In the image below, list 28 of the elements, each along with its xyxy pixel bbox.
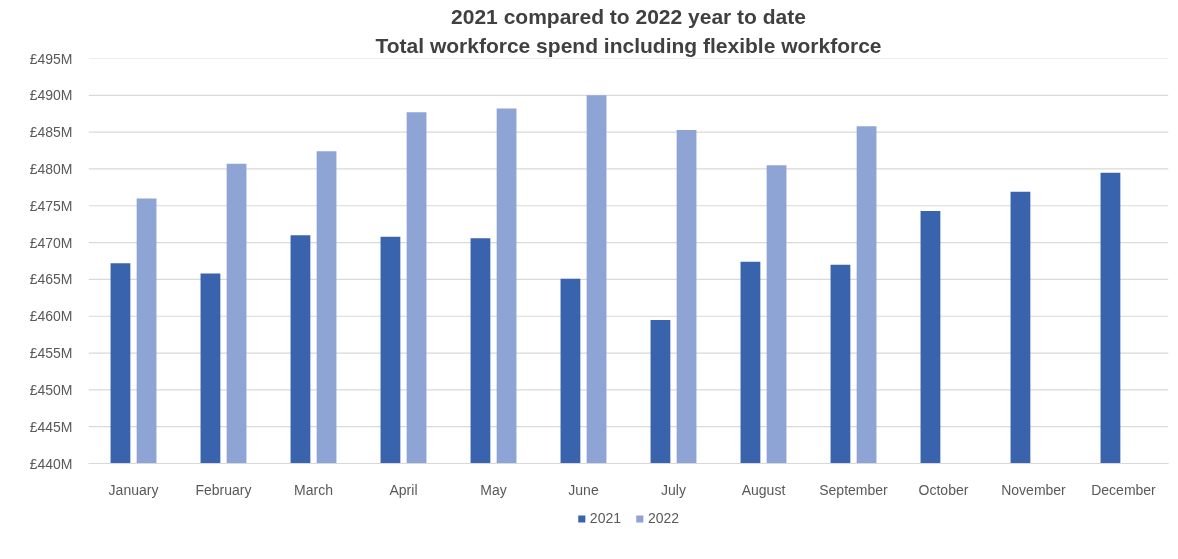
x-tick-label: May xyxy=(480,481,507,498)
y-tick-label: £475M xyxy=(29,197,73,214)
y-tick-label: £490M xyxy=(29,87,73,104)
y-tick-label: £495M xyxy=(29,50,73,67)
x-tick-label: November xyxy=(1001,481,1067,498)
x-tick-label: January xyxy=(108,481,159,498)
chart-subtitle: Total workforce spend including flexible workforce xyxy=(375,33,882,57)
x-tick-label: April xyxy=(389,481,418,498)
y-tick-label: £480M xyxy=(29,160,73,177)
y-tick-label: £455M xyxy=(29,345,73,362)
x-tick-label: December xyxy=(1091,481,1157,498)
x-tick-label: March xyxy=(294,481,333,498)
y-tick-label: £470M xyxy=(29,234,73,251)
chart-title: 2021 compared to 2022 year to date xyxy=(451,4,806,28)
y-tick-label: £445M xyxy=(29,418,73,435)
legend-label: 2022 xyxy=(648,510,680,526)
y-tick-label: £465M xyxy=(29,271,73,288)
x-tick-label: February xyxy=(195,481,252,498)
x-tick-label: August xyxy=(741,481,786,498)
y-tick-label: £450M xyxy=(29,381,73,398)
y-tick-label: £440M xyxy=(29,455,73,472)
legend-label: 2021 xyxy=(589,510,621,526)
y-tick-label: £460M xyxy=(29,308,73,325)
x-tick-label: July xyxy=(661,481,686,498)
x-tick-label: September xyxy=(819,481,889,498)
x-tick-label: October xyxy=(918,481,969,498)
y-tick-label: £485M xyxy=(29,124,73,141)
x-tick-label: June xyxy=(568,481,599,498)
